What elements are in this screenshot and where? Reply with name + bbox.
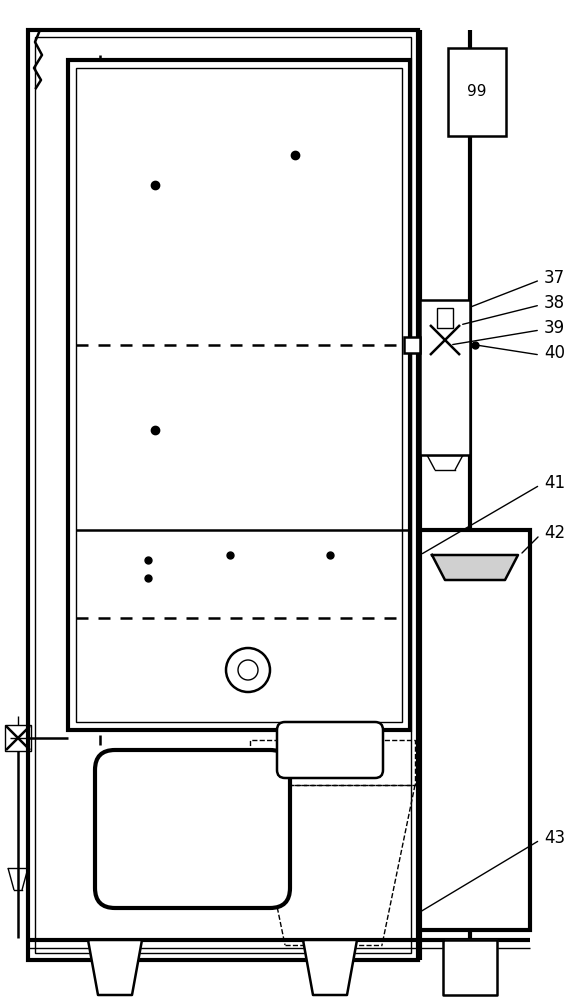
Bar xyxy=(250,740,415,785)
Bar xyxy=(35,37,411,953)
Text: 42: 42 xyxy=(544,524,565,542)
Bar xyxy=(448,48,506,136)
Text: 37: 37 xyxy=(544,269,565,287)
Bar xyxy=(420,300,470,455)
FancyBboxPatch shape xyxy=(277,722,383,778)
Polygon shape xyxy=(432,555,518,580)
FancyBboxPatch shape xyxy=(95,750,290,908)
Text: 38: 38 xyxy=(544,294,565,312)
Polygon shape xyxy=(303,940,357,995)
Polygon shape xyxy=(88,940,142,995)
Bar xyxy=(5,725,31,751)
Text: 99: 99 xyxy=(467,85,487,100)
Text: 40: 40 xyxy=(544,344,565,362)
Text: 41: 41 xyxy=(544,474,565,492)
Bar xyxy=(420,530,530,930)
Polygon shape xyxy=(443,940,497,995)
Text: 39: 39 xyxy=(544,319,565,337)
Bar xyxy=(28,30,418,960)
Bar xyxy=(76,68,402,722)
Bar xyxy=(404,337,420,353)
Bar xyxy=(437,308,453,328)
Bar xyxy=(68,60,410,730)
Text: 43: 43 xyxy=(544,829,565,847)
